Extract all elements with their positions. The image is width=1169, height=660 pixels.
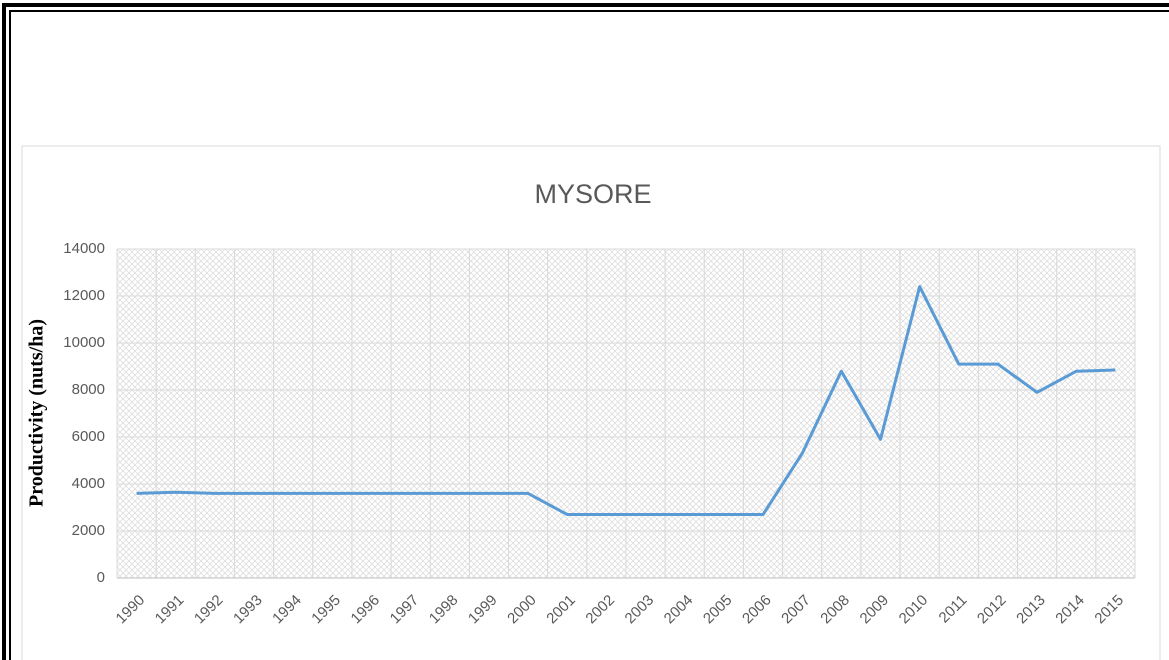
y-tick-label: 8000	[72, 381, 105, 398]
y-tick-label: 14000	[63, 240, 105, 257]
y-tick-label: 0	[97, 569, 105, 586]
y-tick-label: 10000	[63, 334, 105, 351]
line-series	[136, 285, 1116, 517]
frame-outer	[2, 3, 1169, 660]
y-axis-label: Productivity (nuts/ha)	[26, 319, 48, 507]
frame-inner	[9, 10, 1169, 660]
y-tick-label: 2000	[72, 522, 105, 539]
chart-title: MYSORE	[534, 179, 651, 209]
y-tick-label: 6000	[72, 428, 105, 445]
y-tick-label: 12000	[63, 287, 105, 304]
y-tick-label: 4000	[72, 475, 105, 492]
